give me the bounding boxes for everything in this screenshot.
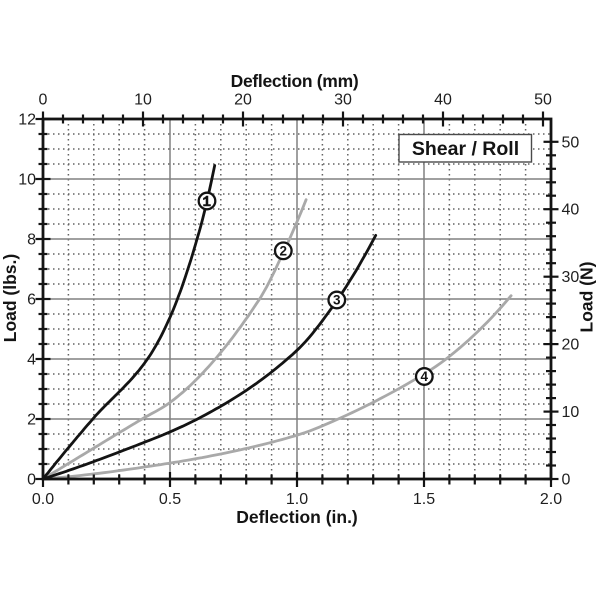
svg-text:6: 6 bbox=[27, 292, 36, 309]
svg-text:0.5: 0.5 bbox=[159, 491, 181, 508]
svg-text:8: 8 bbox=[27, 232, 36, 249]
svg-text:3: 3 bbox=[333, 293, 341, 308]
svg-text:40: 40 bbox=[562, 202, 580, 219]
svg-text:0.0: 0.0 bbox=[32, 491, 54, 508]
svg-text:Deflection (mm): Deflection (mm) bbox=[231, 71, 359, 91]
svg-text:0: 0 bbox=[27, 472, 36, 489]
svg-text:50: 50 bbox=[562, 134, 580, 151]
svg-text:2: 2 bbox=[280, 244, 288, 259]
svg-text:4: 4 bbox=[421, 369, 429, 384]
svg-text:2.0: 2.0 bbox=[540, 491, 562, 508]
svg-text:Shear / Roll: Shear / Roll bbox=[412, 138, 519, 160]
svg-text:Load (lbs.): Load (lbs.) bbox=[0, 254, 20, 342]
svg-text:10: 10 bbox=[134, 92, 152, 109]
svg-text:4: 4 bbox=[27, 352, 36, 369]
svg-text:Load (N): Load (N) bbox=[577, 262, 597, 333]
svg-text:20: 20 bbox=[562, 337, 580, 354]
svg-text:1.0: 1.0 bbox=[286, 491, 308, 508]
svg-text:20: 20 bbox=[234, 92, 252, 109]
svg-text:2: 2 bbox=[27, 412, 36, 429]
svg-text:0: 0 bbox=[562, 472, 571, 489]
svg-text:0: 0 bbox=[39, 92, 48, 109]
svg-text:50: 50 bbox=[534, 92, 552, 109]
svg-text:30: 30 bbox=[334, 92, 352, 109]
svg-text:30: 30 bbox=[562, 269, 580, 286]
svg-text:12: 12 bbox=[18, 112, 36, 129]
svg-text:10: 10 bbox=[18, 172, 36, 189]
svg-text:1.5: 1.5 bbox=[413, 491, 435, 508]
svg-text:Deflection (in.): Deflection (in.) bbox=[236, 507, 358, 527]
svg-text:10: 10 bbox=[562, 404, 580, 421]
svg-text:40: 40 bbox=[434, 92, 452, 109]
